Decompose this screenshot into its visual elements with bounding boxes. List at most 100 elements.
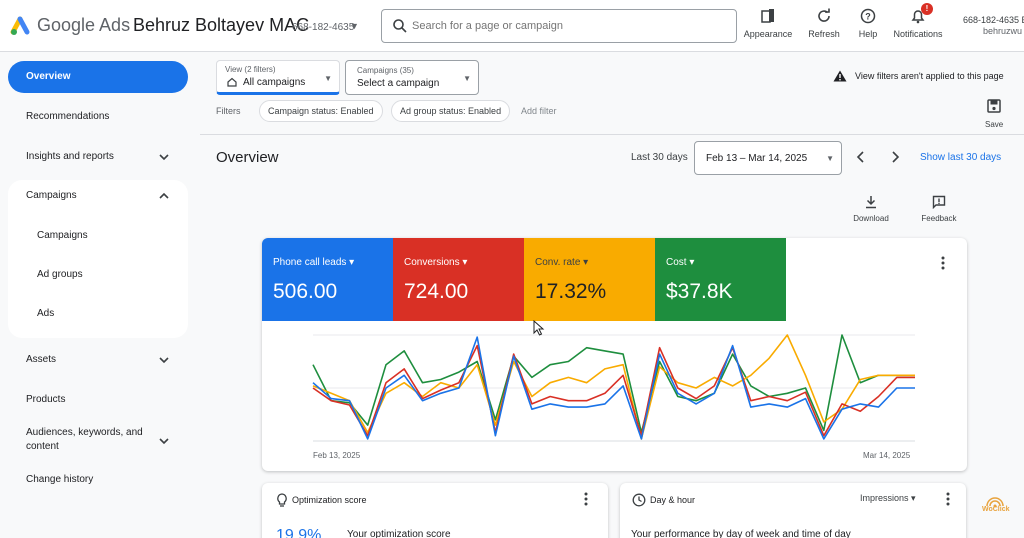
date-range-label: Last 30 days bbox=[631, 152, 688, 163]
view-filter-dropdown[interactable]: View (2 filters) All campaigns ▼ bbox=[216, 60, 340, 95]
add-filter-button[interactable]: Add filter bbox=[521, 106, 557, 116]
sidebar-item-change-history[interactable]: Change history bbox=[8, 464, 188, 496]
home-icon bbox=[227, 77, 237, 87]
watermark-text: WoClick bbox=[982, 506, 1010, 513]
help-icon: ? bbox=[860, 8, 876, 24]
series-line-conv-rate bbox=[312, 334, 915, 440]
chevron-left-icon[interactable] bbox=[854, 150, 868, 164]
line-chart bbox=[312, 334, 915, 442]
show-last-30-days-link[interactable]: Show last 30 days bbox=[920, 152, 1002, 163]
metric-card-conversions[interactable]: Conversions ▾ 724.00 bbox=[393, 238, 524, 321]
dropdown-arrow-icon: ▼ bbox=[826, 154, 834, 163]
chevron-down-icon bbox=[159, 357, 169, 364]
metric-label: Conversions ▾ bbox=[404, 257, 468, 268]
filters-label: Filters bbox=[216, 106, 241, 116]
sidebar-item-assets[interactable]: Assets bbox=[8, 344, 188, 376]
brand-name: Google Ads bbox=[37, 15, 131, 35]
sidebar-item-label: Assets bbox=[26, 354, 57, 365]
chevron-right-icon[interactable] bbox=[888, 150, 902, 164]
account-switcher-user[interactable]: behruzwu bbox=[983, 26, 1023, 36]
refresh-button[interactable]: Refresh bbox=[794, 8, 854, 39]
day-hour-subtitle: Your performance by day of week and time… bbox=[631, 529, 851, 538]
download-button[interactable]: Download bbox=[841, 195, 901, 223]
account-switcher-id[interactable]: 668-182-4635 E bbox=[963, 15, 1024, 25]
optimization-score-subtitle: Your optimization score bbox=[347, 529, 451, 538]
sidebar-subitem-ads[interactable]: Ads bbox=[37, 308, 55, 319]
svg-text:?: ? bbox=[865, 12, 871, 22]
metric-card-cost[interactable]: Cost ▾ $37.8K bbox=[655, 238, 786, 321]
metric-value: $37.8K bbox=[666, 280, 733, 303]
account-name[interactable]: Behruz Boltayev MAC bbox=[133, 15, 310, 35]
clock-icon bbox=[632, 493, 646, 507]
campaigns-group: Campaigns Campaigns Ad groups Ads bbox=[8, 180, 188, 338]
campaign-selector[interactable]: Campaigns (35) Select a campaign ▼ bbox=[345, 60, 479, 95]
account-dropdown-icon[interactable]: ▼ bbox=[350, 21, 359, 31]
sidebar-item-audiences[interactable]: Audiences, keywords, and content bbox=[26, 427, 143, 452]
sidebar-item-label: Products bbox=[26, 394, 66, 405]
filter-chip-campaign-status[interactable]: Campaign status: Enabled bbox=[259, 100, 383, 122]
sidebar-subitem-campaigns[interactable]: Campaigns bbox=[37, 230, 88, 241]
metric-value: 17.32% bbox=[535, 280, 607, 303]
appearance-button[interactable]: Appearance bbox=[738, 8, 798, 39]
refresh-icon bbox=[818, 8, 830, 22]
campaign-selector-value: Select a campaign bbox=[357, 78, 440, 89]
sidebar-item-products[interactable]: Products bbox=[8, 384, 188, 416]
sidebar-subitem-ad-groups[interactable]: Ad groups bbox=[37, 269, 83, 280]
view-filter-label: View (2 filters) bbox=[225, 65, 276, 74]
sidebar-item-recommendations[interactable]: Recommendations bbox=[8, 101, 188, 133]
appearance-icon bbox=[761, 9, 774, 23]
sidebar-item-label: Campaigns bbox=[26, 190, 77, 201]
search-input[interactable] bbox=[412, 17, 722, 35]
feedback-button[interactable]: Feedback bbox=[909, 195, 969, 223]
x-axis-end-label: Mar 14, 2025 bbox=[863, 451, 911, 460]
notifications-button[interactable]: ! Notifications bbox=[888, 3, 948, 39]
sidebar-item-insights[interactable]: Insights and reports bbox=[8, 141, 188, 173]
optimization-score-card[interactable]: Optimization score 19.9% Your optimizati… bbox=[262, 483, 608, 538]
more-options-icon[interactable] bbox=[940, 491, 956, 507]
metric-label: Cost ▾ bbox=[666, 257, 695, 268]
metric-card-phone-call-leads[interactable]: Phone call leads ▾ 506.00 bbox=[262, 238, 393, 321]
chevron-down-icon bbox=[159, 154, 169, 161]
sidebar-item-label: Recommendations bbox=[26, 111, 110, 122]
performance-chart-card: Phone call leads ▾ 506.00 Conversions ▾ … bbox=[262, 238, 967, 471]
watermark-logo-icon bbox=[986, 497, 1004, 508]
sidebar-item-label: Insights and reports bbox=[26, 151, 114, 162]
search-bar[interactable] bbox=[381, 9, 737, 43]
save-icon[interactable] bbox=[987, 99, 1001, 113]
series-line-cost bbox=[312, 334, 915, 434]
bell-icon bbox=[911, 10, 925, 24]
warning-icon bbox=[833, 70, 847, 82]
optimization-score-value: 19.9% bbox=[276, 527, 322, 538]
help-button[interactable]: ? Help bbox=[838, 8, 898, 39]
sidebar: Overview Recommendations Insights and re… bbox=[0, 52, 200, 538]
google-ads-logo-icon[interactable] bbox=[10, 13, 34, 37]
series-line-conversions bbox=[312, 344, 915, 437]
more-options-icon[interactable] bbox=[578, 491, 594, 507]
sidebar-item-overview[interactable]: Overview bbox=[8, 61, 188, 93]
impressions-selector[interactable]: Impressions ▾ bbox=[860, 493, 916, 503]
day-hour-card[interactable]: Day & hour Impressions ▾ Your performanc… bbox=[620, 483, 966, 538]
sidebar-item-label: Change history bbox=[26, 474, 94, 485]
help-label: Help bbox=[858, 29, 878, 39]
lightbulb-icon bbox=[277, 493, 287, 507]
more-options-icon[interactable] bbox=[935, 255, 951, 271]
filter-warning-text: View filters aren't applied to this page bbox=[855, 71, 1004, 81]
download-label: Download bbox=[853, 214, 889, 223]
series-line-phone-call-leads bbox=[312, 336, 915, 440]
filter-chip-ad-group-status[interactable]: Ad group status: Enabled bbox=[391, 100, 511, 122]
sidebar-item-label: Overview bbox=[26, 71, 71, 82]
feedback-icon bbox=[932, 195, 946, 209]
sidebar-item-campaigns[interactable]: Campaigns bbox=[8, 180, 188, 212]
download-icon bbox=[866, 196, 876, 209]
day-hour-title: Day & hour bbox=[650, 495, 696, 505]
feedback-label: Feedback bbox=[921, 214, 957, 223]
search-icon bbox=[393, 19, 407, 33]
dropdown-arrow-icon: ▼ bbox=[463, 74, 471, 83]
date-range-picker[interactable]: Feb 13 – Mar 14, 2025 ▼ bbox=[694, 141, 842, 175]
metric-card-conv-rate[interactable]: Conv. rate ▾ 17.32% bbox=[524, 238, 655, 321]
campaign-selector-label: Campaigns (35) bbox=[357, 66, 414, 75]
refresh-label: Refresh bbox=[808, 29, 840, 39]
chevron-down-icon[interactable] bbox=[158, 435, 170, 447]
appearance-label: Appearance bbox=[743, 29, 793, 39]
save-label[interactable]: Save bbox=[985, 120, 1004, 129]
